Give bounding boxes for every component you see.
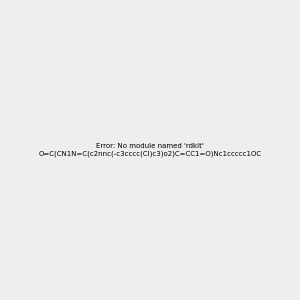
Text: Error: No module named 'rdkit'
O=C(CN1N=C(c2nnc(-c3cccc(Cl)c3)o2)C=CC1=O)Nc1cccc: Error: No module named 'rdkit' O=C(CN1N=… [38,143,262,157]
